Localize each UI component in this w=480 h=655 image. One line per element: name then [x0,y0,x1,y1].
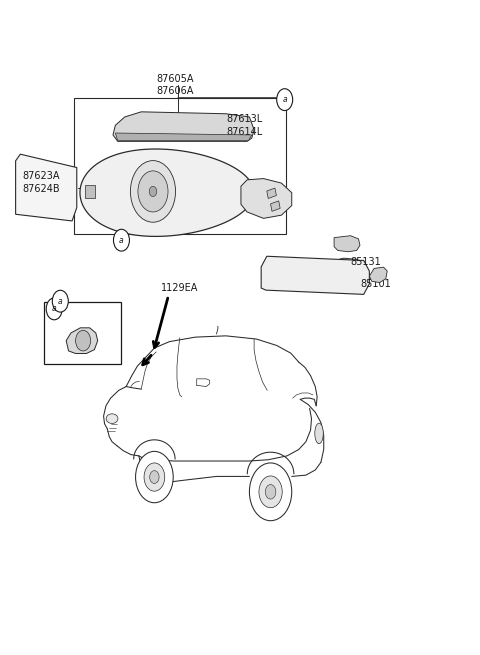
Text: a: a [282,95,287,104]
Ellipse shape [315,423,323,443]
Circle shape [75,330,91,351]
Circle shape [149,186,157,196]
Polygon shape [115,133,252,141]
Ellipse shape [106,414,118,424]
Polygon shape [370,267,387,282]
Bar [271,201,280,212]
Circle shape [150,471,159,483]
Bar [85,185,95,198]
Circle shape [144,463,165,491]
Polygon shape [334,236,360,252]
Circle shape [250,463,292,521]
Text: 1129EA: 1129EA [161,283,199,293]
Circle shape [46,298,62,320]
Circle shape [135,451,173,503]
Text: 87623A
87624B: 87623A 87624B [23,171,60,194]
Bar [267,188,276,198]
Bar [74,98,286,234]
Text: a: a [52,305,57,313]
Text: a: a [119,236,124,245]
Bar [44,302,121,364]
Circle shape [138,171,168,212]
Polygon shape [80,149,254,236]
Circle shape [265,485,276,499]
Circle shape [119,236,124,244]
Circle shape [113,229,130,251]
Circle shape [276,88,293,111]
Text: 87613L
87614L: 87613L 87614L [226,114,262,136]
Text: 85101: 85101 [360,280,391,290]
Circle shape [131,160,176,222]
Polygon shape [113,112,254,141]
Polygon shape [16,154,77,221]
Polygon shape [261,256,370,294]
Circle shape [259,476,282,508]
Polygon shape [66,328,98,354]
Text: a: a [58,297,62,306]
Text: 85131: 85131 [350,257,381,267]
Polygon shape [241,179,292,218]
Text: 87605A
87606A: 87605A 87606A [156,73,194,96]
Text: 87614B
87624D: 87614B 87624D [56,313,94,335]
Circle shape [52,290,68,312]
